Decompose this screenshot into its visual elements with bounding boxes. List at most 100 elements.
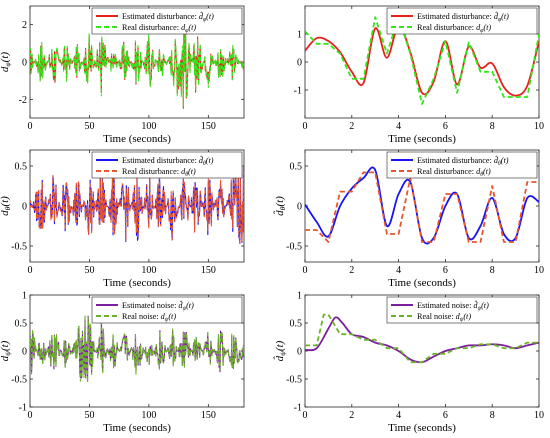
y-tick-label: 0: [22, 58, 27, 69]
x-tick-label: 50: [84, 410, 94, 421]
legend-entry: Estimated noise: d̂ψ(t): [122, 299, 194, 312]
x-tick-label: 2: [349, 265, 354, 276]
y-tick-label: 0.5: [15, 319, 28, 330]
x-tick-label: 150: [201, 410, 216, 421]
legend-entry: Real disturbance: dθ(t): [417, 167, 491, 178]
panel-psi-full: 0 50 100 150 -1 -0.5 0 0.5 1 Time (seconds) d̂ψ(t)…: [0, 291, 245, 434]
legend: Estimated disturbance: d̂φ(t)Real distur…: [386, 7, 538, 35]
panel-theta-zoom: 0 2 4 6 8 10 -0.5 0 0.5 Time (seconds) d̂θ(t) Estim…: [273, 149, 544, 289]
x-tick-label: 4: [396, 410, 401, 421]
y-axis-label: d̂θ(t): [273, 196, 287, 216]
x-tick-label: 100: [141, 121, 156, 132]
y-axis-label: d̂ψ(t): [273, 340, 287, 361]
y-tick-label: 0.5: [290, 162, 303, 173]
x-axis-label: Time (seconds): [103, 277, 171, 289]
series-group: [305, 16, 539, 105]
y-tick-label: -0.5: [11, 242, 27, 253]
series-line-real: [305, 171, 539, 243]
legend-entry: Estimated disturbance: d̂φ(t): [122, 10, 214, 23]
x-tick-label: 8: [490, 121, 495, 132]
x-tick-label: 6: [443, 410, 448, 421]
legend-entry: Real disturbance: dθ(t): [122, 167, 196, 178]
x-tick-label: 10: [534, 121, 544, 132]
x-tick-label: 0: [303, 265, 308, 276]
x-tick-label: 4: [396, 265, 401, 276]
x-tick-label: 0: [303, 410, 308, 421]
x-tick-label: 8: [490, 265, 495, 276]
panel-phi-full: 0 50 100 150 -2 0 2 Time (seconds) d̂φ(t) Estimat…: [0, 5, 245, 145]
legend-entry: Real disturbance: dφ(t): [122, 23, 196, 34]
y-tick-label: 0: [22, 202, 27, 213]
y-tick-label: 0.5: [15, 162, 28, 173]
x-tick-label: 10: [534, 265, 544, 276]
x-axis-label: Time (seconds): [103, 133, 171, 145]
y-tick-label: -0.5: [286, 375, 302, 386]
legend: Estimated disturbance: d̂θ(t)Real distur…: [91, 151, 243, 179]
y-tick-label: 0: [297, 202, 302, 213]
legend-box: [386, 7, 538, 35]
x-tick-label: 2: [349, 410, 354, 421]
y-tick-label: 1: [297, 30, 302, 41]
series-group: [305, 166, 539, 245]
y-axis-label: d̂θ(t): [0, 196, 12, 216]
x-tick-label: 100: [141, 265, 156, 276]
series-line-real: [30, 314, 244, 382]
legend-entry: Estimated disturbance: d̂θ(t): [417, 154, 509, 167]
y-axis-label: d̂φ(t): [0, 52, 12, 72]
y-tick-label: 0: [297, 347, 302, 358]
x-axis-label: Time (seconds): [388, 277, 456, 289]
legend: Estimated disturbance: d̂θ(t)Real distur…: [386, 151, 538, 179]
legend-entry: Estimated disturbance: d̂θ(t): [122, 154, 214, 167]
y-tick-label: 0: [22, 347, 27, 358]
legend: Estimated noise: d̂ψ(t)Real noise: dψ(t): [91, 296, 243, 324]
x-axis-label: Time (seconds): [388, 422, 456, 434]
series-line-real: [305, 313, 539, 364]
series-group: [30, 166, 244, 244]
legend-entry: Estimated disturbance: d̂φ(t): [417, 10, 509, 23]
legend-entry: Real disturbance: dφ(t): [417, 23, 491, 34]
y-tick-label: 0.5: [290, 319, 303, 330]
y-tick-label: -2: [19, 95, 27, 106]
x-axis-label: Time (seconds): [388, 133, 456, 145]
legend-entry: Real noise: dψ(t): [417, 312, 471, 323]
legend-box: [91, 296, 243, 324]
x-tick-label: 150: [201, 265, 216, 276]
y-tick-label: 1: [22, 291, 27, 302]
x-tick-label: 0: [28, 410, 33, 421]
series-line-estimated: [305, 316, 539, 364]
panel-phi-zoom: 0 2 4 6 8 10 -1 0 1 Time (seconds) Estimated distu…: [294, 5, 544, 145]
series-group: [305, 313, 539, 364]
x-tick-label: 2: [349, 121, 354, 132]
legend-entry: Real noise: dψ(t): [122, 312, 176, 323]
legend-box: [91, 7, 243, 35]
y-tick-label: 2: [22, 20, 27, 31]
y-tick-label: 0: [297, 58, 302, 69]
x-tick-label: 50: [84, 265, 94, 276]
y-tick-label: -0.5: [286, 242, 302, 253]
legend: Estimated disturbance: d̂φ(t)Real distur…: [91, 7, 243, 35]
x-tick-label: 0: [303, 121, 308, 132]
x-tick-label: 150: [201, 121, 216, 132]
legend: Estimated noise: d̂ψ(t)Real noise: dψ(t): [386, 296, 538, 324]
legend-box: [91, 151, 243, 179]
x-tick-label: 6: [443, 121, 448, 132]
x-tick-label: 0: [28, 121, 33, 132]
y-axis-label: d̂ψ(t): [0, 340, 12, 361]
x-tick-label: 6: [443, 265, 448, 276]
series-group: [30, 314, 244, 382]
legend-box: [386, 296, 538, 324]
panel-theta-full: 0 50 100 150 -0.5 0 0.5 Time (seconds) d̂θ(t) Est…: [0, 149, 245, 289]
series-line-real: [30, 13, 244, 108]
panel-psi-zoom: 0 2 4 6 8 10 -1 -0.5 0 0.5 1 Time (seconds) d̂ψ(t) Es…: [273, 291, 544, 435]
series-line-estimated: [305, 166, 539, 245]
x-tick-label: 10: [534, 410, 544, 421]
series-group: [30, 13, 244, 109]
y-tick-label: -1: [294, 86, 302, 97]
series-line-real: [30, 166, 244, 244]
y-tick-label: 1: [297, 291, 302, 302]
x-tick-label: 100: [141, 410, 156, 421]
series-line-estimated: [305, 24, 539, 97]
legend-entry: Estimated noise: d̂ψ(t): [417, 299, 489, 312]
legend-box: [386, 151, 538, 179]
